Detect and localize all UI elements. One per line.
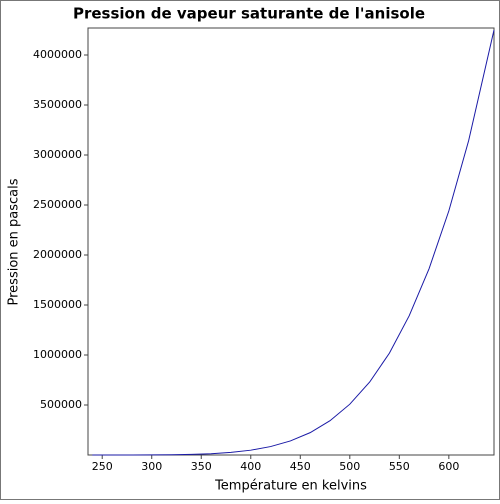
x-tick-label: 350 bbox=[191, 460, 212, 473]
x-tick-label: 450 bbox=[290, 460, 311, 473]
y-tick-label: 3000000 bbox=[33, 148, 82, 161]
x-tick-label: 550 bbox=[389, 460, 410, 473]
x-tick-label: 250 bbox=[92, 460, 113, 473]
x-tick-label: 600 bbox=[438, 460, 459, 473]
y-tick-label: 500000 bbox=[40, 398, 82, 411]
y-tick-label: 3500000 bbox=[33, 98, 82, 111]
line bbox=[92, 29, 495, 456]
plot-frame bbox=[87, 27, 495, 456]
x-tick-label: 400 bbox=[240, 460, 261, 473]
y-tick-label: 2000000 bbox=[33, 248, 82, 261]
x-tick-label: 300 bbox=[141, 460, 162, 473]
y-tick-label: 2500000 bbox=[33, 198, 82, 211]
chart-title: Pression de vapeur saturante de l'anisol… bbox=[73, 5, 425, 23]
y-axis-label: Pression en pascals bbox=[7, 178, 22, 305]
y-tick-label: 1000000 bbox=[33, 348, 82, 361]
y-tick-label: 1500000 bbox=[33, 298, 82, 311]
x-tick-label: 500 bbox=[339, 460, 360, 473]
y-tick-label: 4000000 bbox=[33, 48, 82, 61]
x-axis-label: Température en kelvins bbox=[214, 479, 367, 494]
